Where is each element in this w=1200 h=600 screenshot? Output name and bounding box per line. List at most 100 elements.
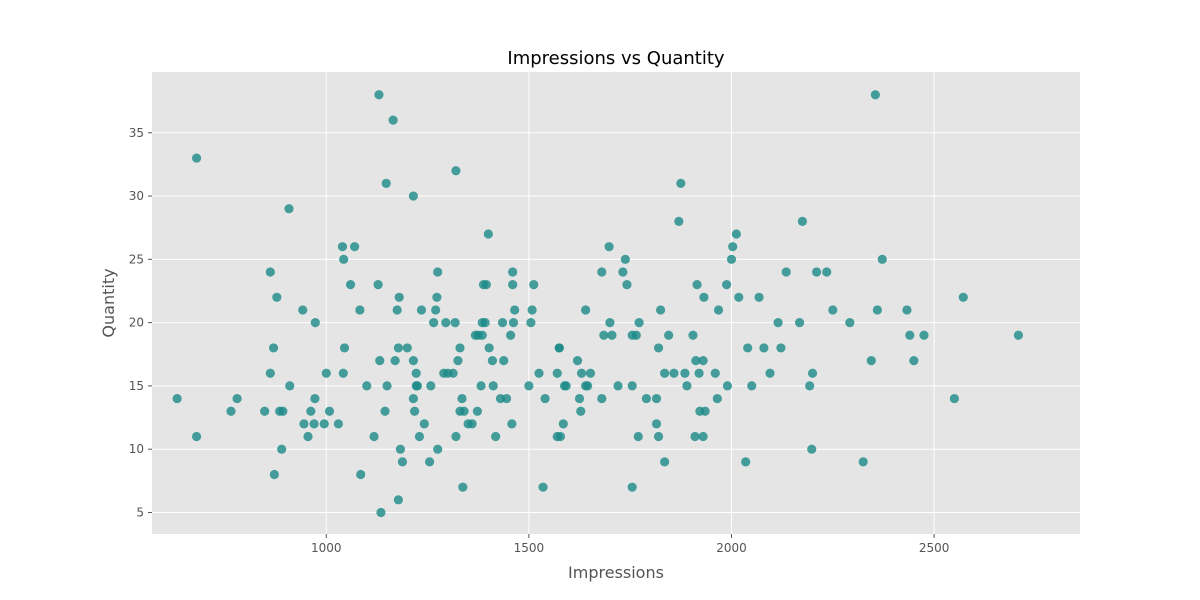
scatter-point [457,393,467,404]
scatter-point [337,242,348,252]
scatter-point [382,381,392,391]
scatter-point [554,343,564,353]
scatter-point [653,431,664,442]
x-tick-label: 2000 [716,541,747,555]
scatter-point [597,267,607,277]
scatter-point [269,469,279,480]
scatter-point [526,318,536,328]
scatter-point [476,381,486,391]
scatter-point [807,368,818,378]
scatter-point [393,343,403,353]
chart-title: Impressions vs Quantity [507,48,725,69]
scatter-point [604,242,614,252]
scatter-point [845,318,855,328]
scatter-point [759,343,769,353]
scatter-point [576,406,586,416]
scatter-point [431,305,441,315]
scatter-point [345,280,356,290]
y-tick-label: 30 [129,189,144,203]
scatter-point [691,355,701,366]
scatter-point [534,368,544,378]
scatter-point [455,343,465,353]
scatter-point [807,444,817,454]
scatter-point [355,305,365,315]
scatter-point [451,166,461,176]
scatter-point [191,153,202,163]
scatter-point [653,343,664,353]
scatter-point [507,419,517,429]
scatter-point [731,229,741,239]
scatter-point [451,431,461,442]
scatter-point [319,419,329,429]
scatter-point [411,368,421,378]
scatter-point [191,431,202,442]
scatter-point [877,254,887,264]
scatter-point [747,381,757,391]
scatter-point [597,393,607,404]
scatter-point [726,254,737,264]
scatter-point [581,305,591,315]
scatter-point [483,229,493,239]
scatter-point [408,355,418,366]
scatter-point [381,178,391,188]
scatter-point [508,318,519,328]
x-tick-label: 1500 [514,541,545,555]
scatter-point [393,495,403,505]
scatter-point [870,90,880,100]
x-tick-label: 2500 [919,541,950,555]
scatter-point [481,280,491,290]
scatter-point [510,305,520,315]
scatter-point [682,381,692,391]
scatter-point [583,381,593,391]
scatter-point [424,457,435,467]
scatter-point [605,318,615,328]
scatter-point [458,482,468,492]
scatter-point [872,305,882,315]
scatter-point [765,368,775,378]
scatter-point [664,330,674,340]
scatter-point [268,343,279,353]
scatter-point [698,355,708,366]
scatter-point [710,368,720,378]
scatter-point [388,115,398,125]
scatter-point [450,318,460,328]
y-gridlines [152,132,1080,513]
scatter-point [506,330,516,340]
scatter-point [497,318,508,328]
scatter-point [432,292,442,302]
y-tick-label: 15 [129,379,144,393]
scatter-point [416,305,427,315]
scatter-point [375,355,385,366]
scatter-point [277,444,287,454]
scatter-point [633,431,643,442]
scatter-point [919,330,929,340]
scatter-point [373,280,383,290]
scatter-point [339,254,349,264]
scatter-point [350,242,360,252]
scatter-point [674,216,684,226]
scatter-point [909,355,919,366]
scatter-point [285,381,295,391]
y-tick-label: 35 [129,126,144,140]
scatter-point [459,406,469,416]
scatter-point [524,381,534,391]
y-tick-label: 25 [129,252,144,266]
scatter-point [692,280,702,290]
scatter-point [805,381,815,391]
scatter-point [676,178,686,188]
x-tick-label: 1000 [311,541,342,555]
scatter-point [408,191,418,201]
scatter-point [408,393,418,404]
scatter-point [394,292,404,302]
scatter-point [905,330,915,340]
scatter-point [321,368,331,378]
scatter-point [828,305,838,315]
scatter-point [743,343,753,353]
scatter-point [419,419,429,429]
scatter-point [491,431,501,442]
scatter-point [429,318,439,328]
plot-background [152,72,1080,534]
scatter-point [284,204,294,214]
scatter-point [1013,330,1024,340]
